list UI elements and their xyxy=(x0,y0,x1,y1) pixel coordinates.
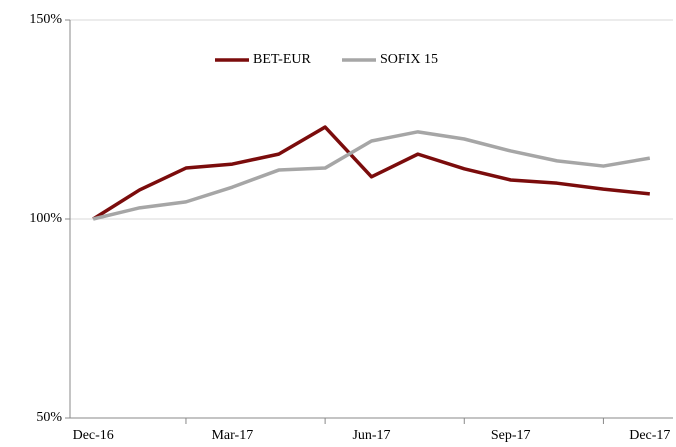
series-line xyxy=(92,130,651,221)
x-tick-label: Mar-17 xyxy=(211,428,253,443)
y-tick-label: 100% xyxy=(29,211,62,226)
x-tick-label: Dec-17 xyxy=(629,428,670,443)
x-tick-label: Sep-17 xyxy=(491,428,531,443)
legend-label: BET-EUR xyxy=(253,52,311,67)
x-tick-label: Dec-16 xyxy=(73,428,114,443)
legend-label: SOFIX 15 xyxy=(380,52,438,67)
y-tick-label: 50% xyxy=(36,410,62,425)
series-line xyxy=(92,125,650,221)
x-tick-label: Jun-17 xyxy=(352,428,390,443)
y-tick-label: 150% xyxy=(29,12,62,27)
